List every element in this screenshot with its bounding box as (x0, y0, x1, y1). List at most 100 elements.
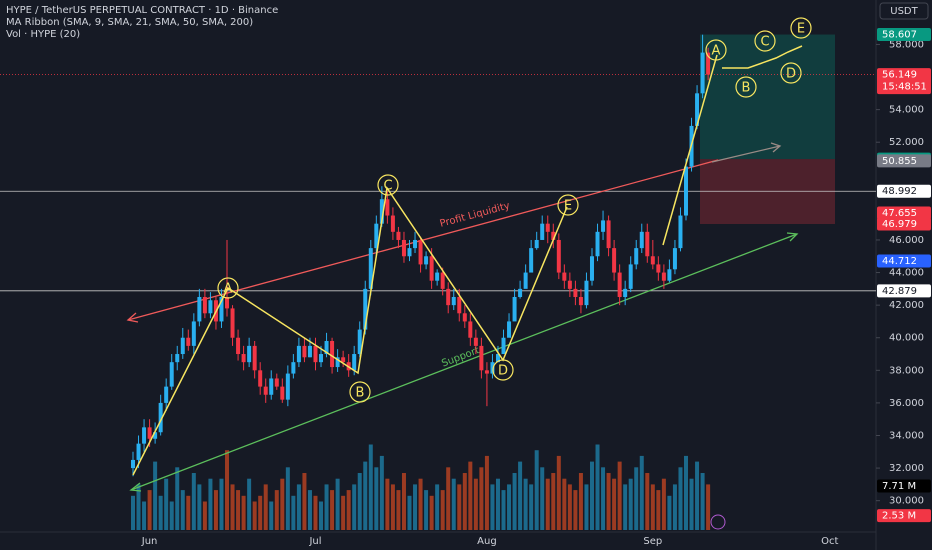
event-icon[interactable] (710, 514, 726, 530)
candle-body (319, 354, 324, 363)
volume-bar (578, 473, 583, 530)
volume-bar (695, 461, 700, 530)
pattern-label: B (356, 386, 365, 401)
pattern-circle (217, 277, 239, 299)
price-badge (877, 28, 931, 42)
symbol-title: HYPE / TetherUS PERPETUAL CONTRACT · 1D … (6, 5, 278, 16)
price-badge (877, 284, 931, 298)
candle-body (263, 386, 268, 395)
currency[interactable]: USDT (890, 6, 918, 17)
volume-bar (219, 478, 224, 530)
volume-label: Vol · HYPE (20) (6, 29, 80, 40)
currency-box[interactable] (879, 2, 929, 20)
volume-bar (352, 484, 357, 530)
volume-bar (258, 495, 263, 530)
volume-bar (396, 490, 401, 530)
countdown-label: 15:48:51 (882, 82, 927, 93)
volume-bar (401, 473, 406, 530)
volume-bar (684, 455, 688, 530)
volume-bar (341, 495, 346, 530)
volume-bar (601, 467, 606, 530)
volume-bar (672, 484, 677, 530)
candle-body (495, 354, 500, 363)
candle-body (401, 239, 406, 257)
volume-bar (330, 490, 335, 530)
volume-bar (479, 467, 484, 530)
candle-body (595, 231, 600, 257)
candle-body (352, 354, 357, 371)
candle-body (252, 345, 257, 371)
volume-bar (407, 495, 412, 530)
candle-body (390, 215, 395, 232)
candle-body (291, 362, 296, 374)
candle-body (667, 269, 672, 281)
projection-circle (780, 62, 802, 84)
pattern-circle (557, 194, 579, 216)
volume-bar (418, 478, 423, 530)
pattern-circle (349, 381, 371, 403)
volume-bar (424, 490, 429, 530)
volume-bar (689, 478, 694, 530)
candle-body (573, 288, 578, 297)
candle-body (562, 272, 567, 281)
candle-body (661, 272, 666, 281)
candle-body (396, 231, 401, 240)
volume-bar (446, 467, 451, 530)
volume-bar (634, 467, 639, 530)
volume-bar (584, 484, 589, 530)
candle-body (684, 166, 688, 216)
candle-body (169, 362, 174, 387)
volume-bar (247, 478, 252, 530)
candle-body (512, 296, 517, 322)
candle-body (639, 231, 644, 249)
candle-body (202, 296, 207, 314)
candle-body (578, 296, 583, 306)
candle-body (451, 296, 456, 306)
y-tick-label: 40.000 (889, 333, 924, 344)
arrow-head (786, 232, 799, 242)
candle-body (341, 357, 346, 363)
y-tick-label: 36.000 (889, 398, 924, 409)
volume-bar (451, 478, 456, 530)
candle-body (374, 223, 379, 249)
candle-body (656, 264, 661, 273)
arrow-head (126, 312, 139, 323)
candle-body (180, 337, 185, 355)
candle-body (623, 288, 628, 297)
volume-bar (241, 495, 246, 530)
volume-badge (877, 479, 931, 493)
volume-bar (208, 478, 213, 530)
volume-bar (230, 484, 235, 530)
candle-body (208, 300, 213, 314)
candle-body (153, 432, 158, 439)
volume-bar (501, 490, 506, 530)
volume-bar (429, 495, 434, 530)
volume-bar (385, 478, 390, 530)
y-tick-label: 42.000 (889, 300, 924, 311)
y-tick-label: 58.000 (889, 39, 924, 50)
volume-bar (390, 484, 395, 530)
candle-body (247, 345, 252, 363)
candle-body (269, 378, 274, 395)
y-tick-label: 32.000 (889, 463, 924, 474)
volume-bar (573, 490, 578, 530)
x-tick-label: Sep (643, 536, 662, 547)
volume-bar (440, 490, 445, 530)
wave-pattern (132, 185, 568, 476)
pattern-label: A (224, 282, 233, 297)
candle-body (324, 340, 329, 355)
candle-body (186, 337, 191, 346)
volume-bar (191, 473, 196, 530)
volume-bar (335, 478, 340, 530)
projection-label: C (760, 35, 769, 50)
volume-bar (656, 490, 661, 530)
support-line (130, 233, 798, 491)
volume-bar (142, 501, 147, 530)
price-badge (877, 254, 931, 268)
candle-body (545, 223, 550, 232)
candle-body (567, 280, 572, 289)
candle-body (507, 321, 512, 338)
volume-bar (639, 455, 644, 530)
pattern-label: D (498, 364, 508, 379)
